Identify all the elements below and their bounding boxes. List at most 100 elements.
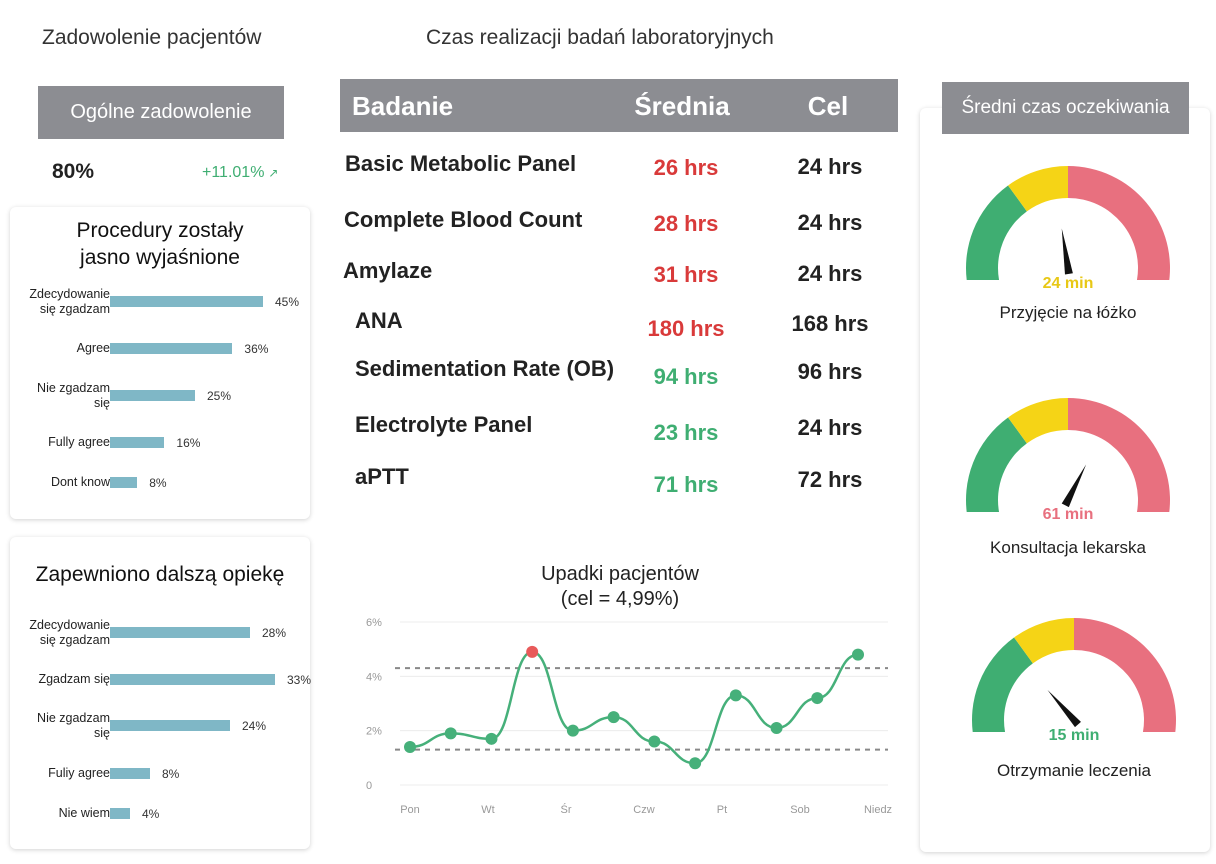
gauge-segment <box>1068 166 1170 280</box>
lab-target-value: 24 hrs <box>797 210 863 235</box>
gauge-segment <box>1068 398 1170 512</box>
bar-category-label: Agree <box>14 341 110 356</box>
falls-title: Upadki pacjentów (cel = 4,99%) <box>470 562 770 612</box>
lab-test-name: aPTT <box>355 464 409 489</box>
x-tick-label: Śr <box>561 803 572 816</box>
gauge-value: 61 min <box>1042 506 1094 523</box>
bar-category-line2: się <box>94 726 110 740</box>
bar <box>110 627 250 638</box>
bar-category-line1: Agree <box>76 341 110 355</box>
bar-category-line1: Nie zgadzam <box>37 711 110 725</box>
followup-title: Zapewniono dalszą opiekę <box>35 563 285 586</box>
bar-category-line1: Zdecydowanie <box>29 287 110 301</box>
overall-satisfaction-value: 80% <box>52 160 95 183</box>
falls-point <box>566 724 579 737</box>
x-tick-label: Wt <box>481 804 494 816</box>
falls-point <box>485 732 498 745</box>
gauge-label: Otrzymanie leczenia <box>996 761 1151 780</box>
gauge-label: Konsultacja lekarska <box>990 538 1146 557</box>
gauge <box>966 398 1170 512</box>
falls-line-chart: 0 2% 4% 6% Pon Wt Śr Czw Pt Sob Niedz <box>366 617 892 816</box>
y-tick-label: 6% <box>366 617 382 629</box>
bar <box>110 720 230 731</box>
col-avg-header: Średnia <box>634 91 730 121</box>
gauge-label: Przyjęcie na łóżko <box>999 303 1137 322</box>
falls-point <box>811 692 824 705</box>
gauge-needle <box>1047 689 1081 728</box>
gauge <box>972 618 1176 732</box>
lab-test-name: ANA <box>355 308 403 333</box>
lab-target-value: 24 hrs <box>797 154 863 179</box>
bar-value-label: 8% <box>162 767 180 781</box>
satisfaction-change-badge: +11.01% ↗ <box>202 164 278 182</box>
bar-category-line1: Zgadzam się <box>38 672 110 686</box>
gauge-segment <box>1008 166 1068 212</box>
bar-category-label: Zdecydowanie się zgadzam <box>14 287 110 317</box>
bar-category-label: Fuliy agree <box>14 766 110 781</box>
overall-satisfaction-header: Ogólne zadowolenie <box>38 86 284 139</box>
procedures-title: Procedury zostały jasno wyjaśnione <box>10 217 310 271</box>
procedures-title-line2: jasno wyjaśnione <box>80 246 240 269</box>
bar-category-line1: Nie zgadzam <box>37 381 110 395</box>
wait-header: Średni czas oczekiwania <box>942 82 1189 134</box>
bar <box>110 768 150 779</box>
bar-category-line2: się <box>94 396 110 410</box>
falls-title-line2: (cel = 4,99%) <box>560 588 680 610</box>
falls-point <box>852 648 864 661</box>
bar <box>110 390 195 401</box>
bar-category-line1: Fully agree <box>48 435 110 449</box>
bar-value-label: 36% <box>244 342 269 356</box>
bar-category-label: Dont know <box>14 475 110 490</box>
lab-avg-value: 180 hrs <box>647 316 725 341</box>
bar-category-line2: się zgadzam <box>39 302 110 316</box>
lab-target-value: 168 hrs <box>791 311 869 336</box>
gauge-segment <box>972 637 1033 732</box>
followup-card: Zapewniono dalszą opiekę Zdecydowanie się… <box>10 537 312 849</box>
bar-category-line2: się zgadzam <box>39 633 110 647</box>
procedures-title-line1: Procedury zostały <box>76 219 244 242</box>
bar <box>110 808 130 819</box>
bar-value-label: 24% <box>242 719 267 733</box>
falls-point <box>607 711 620 724</box>
falls-title-line1: Upadki pacjentów <box>541 563 699 585</box>
lab-avg-value: 23 hrs <box>653 420 719 445</box>
x-tick-label: Pon <box>400 804 420 816</box>
falls-point <box>770 721 783 734</box>
y-tick-label: 4% <box>366 671 382 683</box>
bar <box>110 296 263 307</box>
lab-test-name: Electrolyte Panel <box>355 412 533 437</box>
x-tick-label: Sob <box>790 804 810 816</box>
bar-category-label: Nie zgadzam się <box>14 381 110 411</box>
bar-category-line1: Fuliy agree <box>48 766 110 780</box>
gauge-segment <box>1008 398 1068 444</box>
bar-category-label: Fully agree <box>14 435 110 450</box>
lab-avg-value: 26 hrs <box>653 155 719 180</box>
gauge-segment <box>966 185 1027 280</box>
bar-value-label: 33% <box>287 673 312 687</box>
gauge-needle <box>1061 228 1073 275</box>
lab-avg-value: 71 hrs <box>653 472 719 497</box>
lab-target-value: 72 hrs <box>797 467 863 492</box>
lab-target-value: 24 hrs <box>797 415 863 440</box>
lab-test-name: Amylaze <box>343 258 433 283</box>
falls-point <box>404 740 416 753</box>
gauge-segment <box>966 417 1027 512</box>
lab-test-name: Sedimentation Rate (OB) <box>355 356 615 381</box>
bar-value-label: 8% <box>149 476 167 490</box>
col-target-header: Cel <box>807 91 849 121</box>
col-test-header: Badanie <box>352 91 454 121</box>
gauge-value: 24 min <box>1042 275 1094 292</box>
satisfaction-title: Zadowolenie pacjentów <box>42 26 262 49</box>
bar-category-label: Zdecydowanie się zgadzam <box>14 618 110 648</box>
lab-title: Czas realizacji badań laboratoryjnych <box>426 26 774 49</box>
falls-point <box>444 727 457 740</box>
gauge-needle <box>1061 464 1087 508</box>
y-tick-label: 0 <box>366 780 372 792</box>
bar-value-label: 28% <box>262 626 287 640</box>
gauge <box>966 166 1170 280</box>
y-tick-label: 2% <box>366 726 382 738</box>
lab-avg-value: 28 hrs <box>653 211 719 236</box>
procedures-card: Procedury zostały jasno wyjaśnione Zdecy… <box>10 207 310 519</box>
falls-point <box>729 689 742 702</box>
x-tick-label: Niedz <box>864 804 892 816</box>
